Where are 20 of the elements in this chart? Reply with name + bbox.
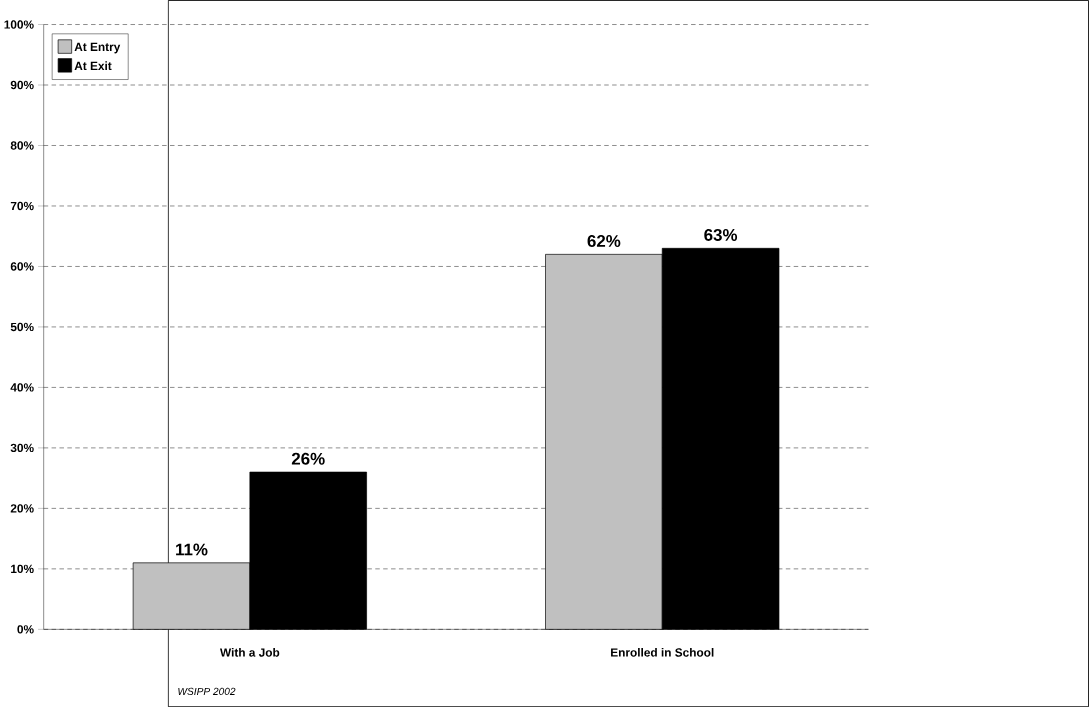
y-tick-label: 100%	[4, 20, 34, 29]
legend-label: At Exit	[74, 61, 112, 70]
y-tick-label: 0%	[17, 625, 34, 634]
y-tick-label: 50%	[10, 322, 34, 332]
data-label: 63%	[704, 228, 738, 241]
data-label: 26%	[291, 452, 325, 465]
data-label: 11%	[176, 543, 208, 556]
legend-label: At Entry	[74, 42, 121, 54]
x-tick-label: Enrolled in School	[611, 647, 714, 657]
y-tick-label: 30%	[10, 443, 34, 453]
x-tick-label: With a Job	[220, 647, 280, 657]
y-tick-label: 20%	[10, 504, 34, 513]
y-tick-label: 10%	[11, 564, 34, 573]
y-tick-label: 90%	[10, 80, 34, 90]
text: WSIPP 2002	[178, 687, 236, 695]
y-tick-label: 60%	[10, 262, 34, 271]
y-tick-label: 70%	[10, 201, 34, 211]
data-label: 62%	[587, 234, 621, 247]
y-tick-label: 40%	[10, 383, 34, 392]
y-tick-label: 80%	[10, 141, 34, 150]
